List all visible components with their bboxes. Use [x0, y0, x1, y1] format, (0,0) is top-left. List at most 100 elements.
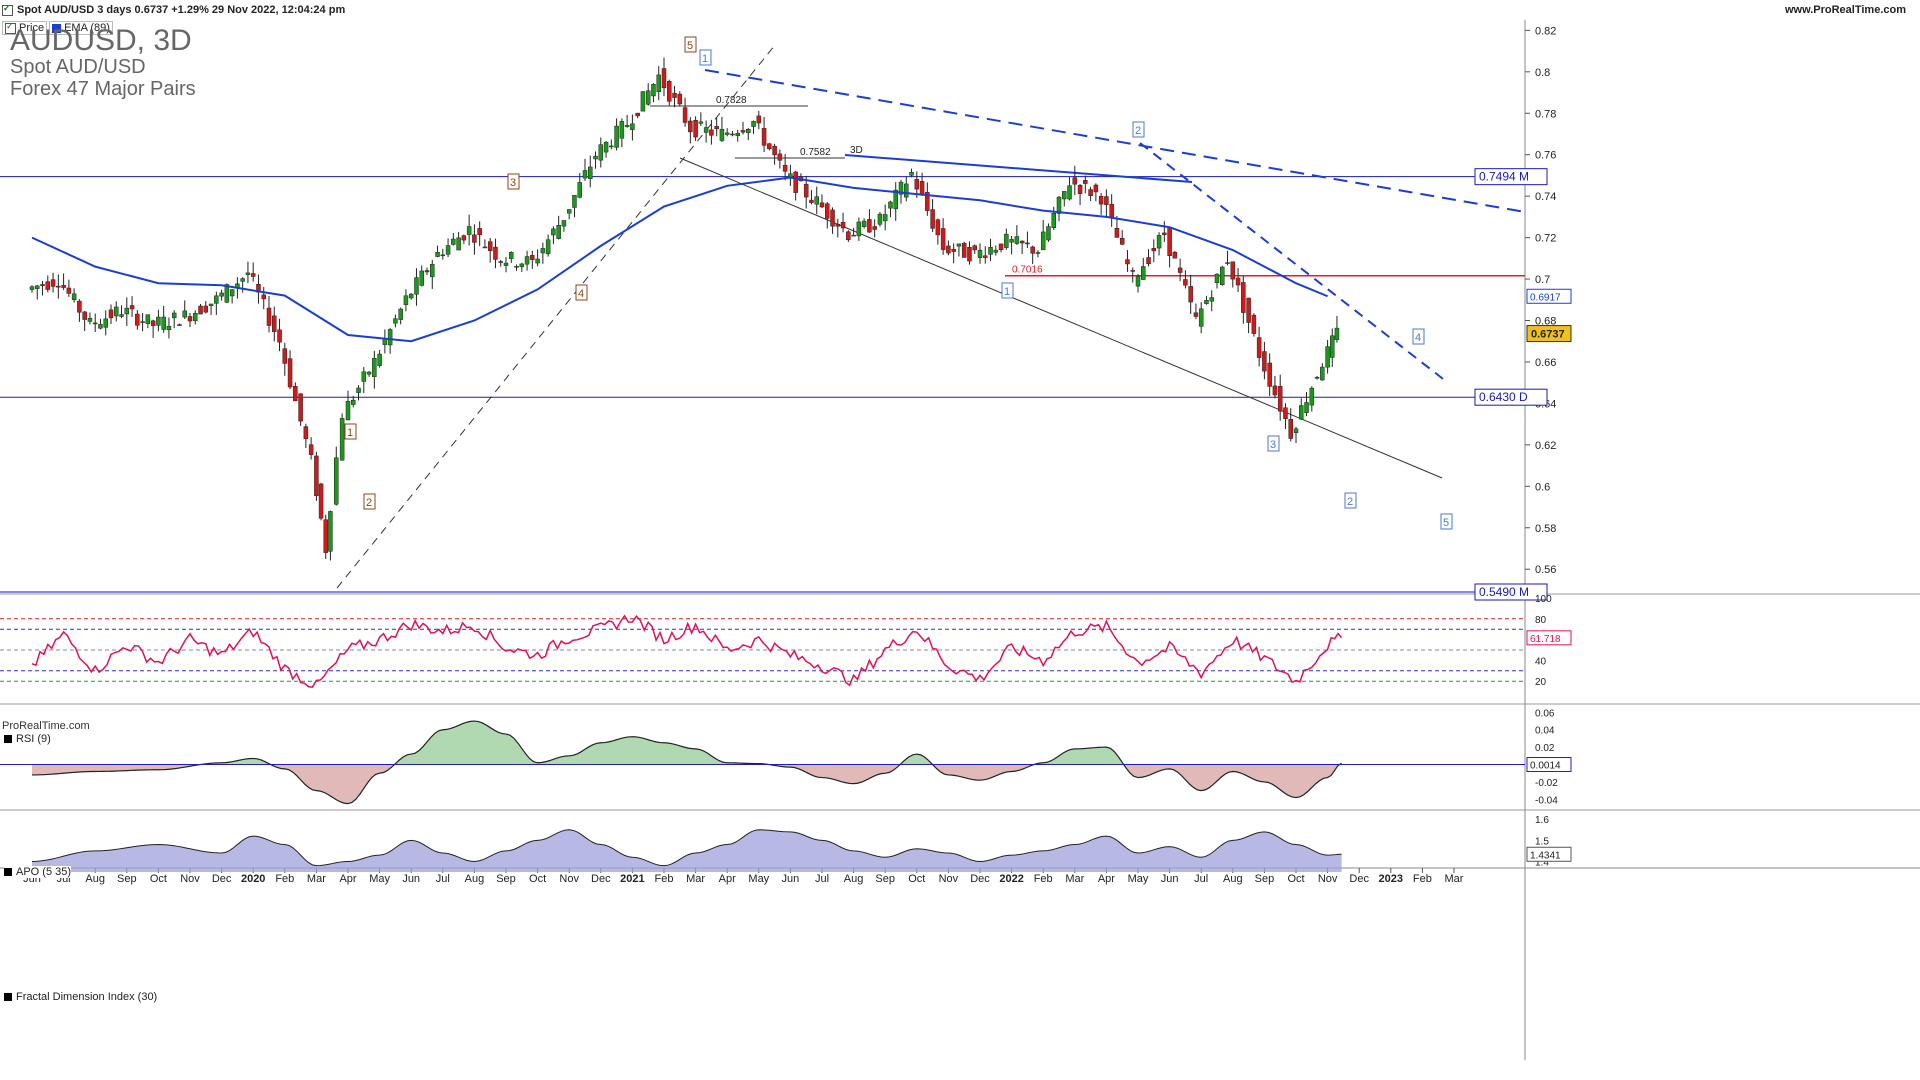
x-tick-label: Apr [339, 873, 356, 885]
dashed-downtrend-line [704, 69, 1526, 213]
watermark: ProRealTime.com [2, 720, 90, 732]
x-tick-label: Feb [655, 873, 674, 885]
candle-body [398, 308, 403, 320]
candle-body [82, 311, 87, 320]
candle-body [177, 324, 182, 326]
candle-body [730, 133, 735, 136]
candle-body [1299, 405, 1304, 420]
x-tick-label: Mar [686, 873, 705, 885]
candle-body [435, 252, 440, 257]
rsi-value-label: 61.718 [1530, 634, 1561, 645]
rsi-line [31, 614, 1343, 688]
candle-body [334, 457, 339, 505]
candle-body [1230, 261, 1236, 280]
candle-body [1277, 386, 1283, 412]
candle-body [1119, 238, 1125, 245]
fdi-line [31, 829, 1342, 867]
last-price-box [1526, 325, 1572, 343]
candle-body [461, 235, 467, 241]
candle-body [356, 387, 361, 393]
candle-body [419, 270, 424, 286]
y-tick-label: 0.68 [1535, 316, 1556, 328]
candle-body [1235, 277, 1241, 286]
candle-body [661, 68, 667, 89]
provider-url[interactable]: www.ProRealTime.com [1784, 4, 1906, 16]
y-tick-label: 0.74 [1535, 191, 1556, 203]
candle-body [524, 256, 530, 265]
candle-body [782, 164, 788, 172]
candle-body [1156, 235, 1162, 249]
wave-label-blue: 2 [1135, 125, 1141, 137]
apo-value-label: 0.0014 [1530, 761, 1561, 772]
candle-body [203, 305, 209, 313]
x-tick-label: Jun [402, 873, 420, 885]
candle-body [393, 318, 398, 324]
candle-body [382, 339, 388, 345]
candle-body [1262, 351, 1267, 372]
candle-body [323, 519, 328, 553]
candle-body [456, 237, 461, 251]
candle-body [1067, 185, 1072, 200]
candle-body [1146, 257, 1151, 265]
wave-label-box-brown [684, 36, 697, 53]
candle-body [1204, 300, 1209, 304]
candle-body [272, 315, 277, 332]
apo-tick-label: -0.04 [1535, 795, 1558, 806]
x-tick-label: 2021 [620, 873, 644, 885]
candle-body [1083, 180, 1088, 184]
candle-body [793, 171, 798, 193]
candle-body [1225, 262, 1230, 264]
candle-body [318, 483, 324, 519]
candle-body [940, 228, 946, 250]
x-tick-label: Aug [844, 873, 864, 885]
candle-body [893, 189, 898, 210]
x-tick-label: Feb [1034, 873, 1053, 885]
fdi-value-label: 1.4341 [1530, 850, 1561, 861]
candle-body [1025, 242, 1030, 245]
x-tick-label: Sep [117, 873, 137, 885]
candle-body [71, 293, 77, 300]
ema-value-label: 0.6917 [1530, 292, 1561, 303]
candle-body [1193, 312, 1199, 317]
wave-label-box-blue [1001, 282, 1014, 299]
candle-body [1114, 227, 1120, 238]
legend-ema[interactable]: EMA (89) [49, 21, 113, 35]
candle-body [1183, 279, 1188, 286]
candle-body [1046, 226, 1051, 241]
legend-price[interactable]: Price [2, 21, 48, 35]
candle-body [98, 324, 103, 329]
candle-body [803, 183, 809, 198]
candles-group [29, 57, 1340, 561]
wave-label-brown: 2 [366, 497, 372, 509]
ema-line [31, 176, 1328, 343]
candle-body [1072, 177, 1078, 185]
candle-body [108, 309, 114, 319]
x-tick-label: Oct [908, 873, 925, 885]
y-tick-label: 0.7 [1535, 274, 1550, 286]
candle-body [867, 219, 872, 233]
candle-body [509, 252, 514, 259]
header-checkbox[interactable] [2, 3, 13, 16]
candle-body [619, 121, 625, 139]
wave-label-blue: 1 [702, 53, 708, 65]
chart-symbol-title: AUDUSD, 3D [10, 24, 192, 57]
x-tick-label: Feb [1413, 873, 1432, 885]
wave-label-box-blue [1132, 121, 1145, 138]
fdi-tick-label: 1.6 [1535, 815, 1549, 826]
x-tick-label: Mar [307, 873, 326, 885]
x-tick-label: Mar [1445, 873, 1464, 885]
candle-body [466, 226, 472, 235]
candle-body [588, 166, 593, 179]
x-tick-label: Dec [1349, 873, 1369, 885]
level-text-0-7828: 0.7828 [716, 95, 747, 106]
candle-body [1004, 233, 1009, 248]
candle-body [877, 213, 883, 225]
apo-tick-label: 0.06 [1535, 708, 1555, 719]
rsi-panel-label: RSI (9) [4, 733, 51, 745]
candle-body [767, 143, 772, 150]
candle-body [339, 418, 345, 461]
y-tick-label: 0.66 [1535, 357, 1556, 369]
x-tick-label: Nov [939, 873, 959, 885]
candle-body [1014, 236, 1020, 244]
level-text-0-7582: 0.7582 [800, 147, 831, 158]
